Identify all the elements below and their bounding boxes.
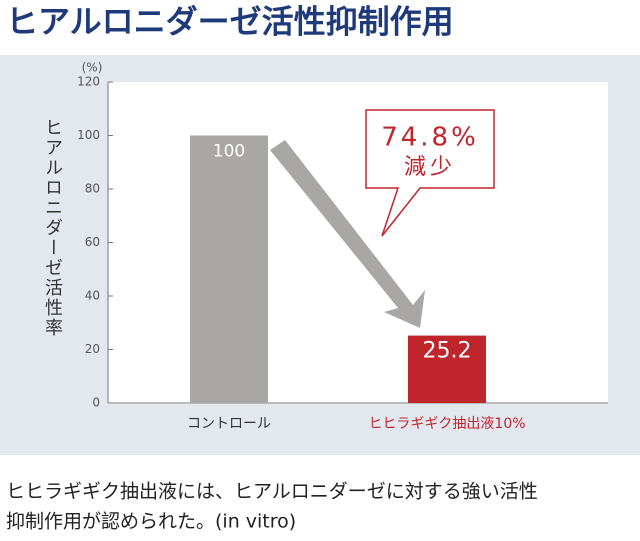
page-title: ヒアルロニダーゼ活性抑制作用 bbox=[6, 3, 454, 41]
bar bbox=[408, 335, 486, 403]
y-tick-label: 80 bbox=[85, 182, 100, 196]
y-tick-label: 40 bbox=[85, 289, 100, 303]
value-label: 100 bbox=[213, 142, 245, 162]
unit-label: (%) bbox=[82, 61, 103, 75]
description-line: 抑制作用が認められた。(in vitro) bbox=[6, 511, 296, 533]
annotation: 74.8% bbox=[381, 123, 479, 153]
y-tick-label: 20 bbox=[85, 342, 100, 356]
x-tick-label: ヒヒラギギク抽出液10% bbox=[368, 416, 525, 432]
arrow bbox=[270, 140, 425, 328]
value-label: 25.2 bbox=[423, 339, 472, 364]
y-tick-label: 120 bbox=[77, 75, 100, 89]
description-line: ヒヒラギギク抽出液には、ヒアルロニダーゼに対する強い活性 bbox=[6, 481, 538, 503]
y-tick-label: 0 bbox=[92, 396, 100, 410]
y-tick-label: 60 bbox=[85, 235, 100, 249]
x-tick-label: コントロール bbox=[187, 416, 271, 432]
callout bbox=[365, 109, 495, 237]
y-tick-label: 100 bbox=[77, 128, 100, 142]
layer: 0 20 40 60 80 100 120 コントロール 100 ヒヒラギギク抽出液10% 25.2… bbox=[77, 75, 608, 432]
y-axis-label: ヒアルロニダーゼ活性率 bbox=[42, 118, 63, 338]
bar bbox=[190, 135, 268, 403]
annotation: 減少 bbox=[404, 155, 456, 180]
